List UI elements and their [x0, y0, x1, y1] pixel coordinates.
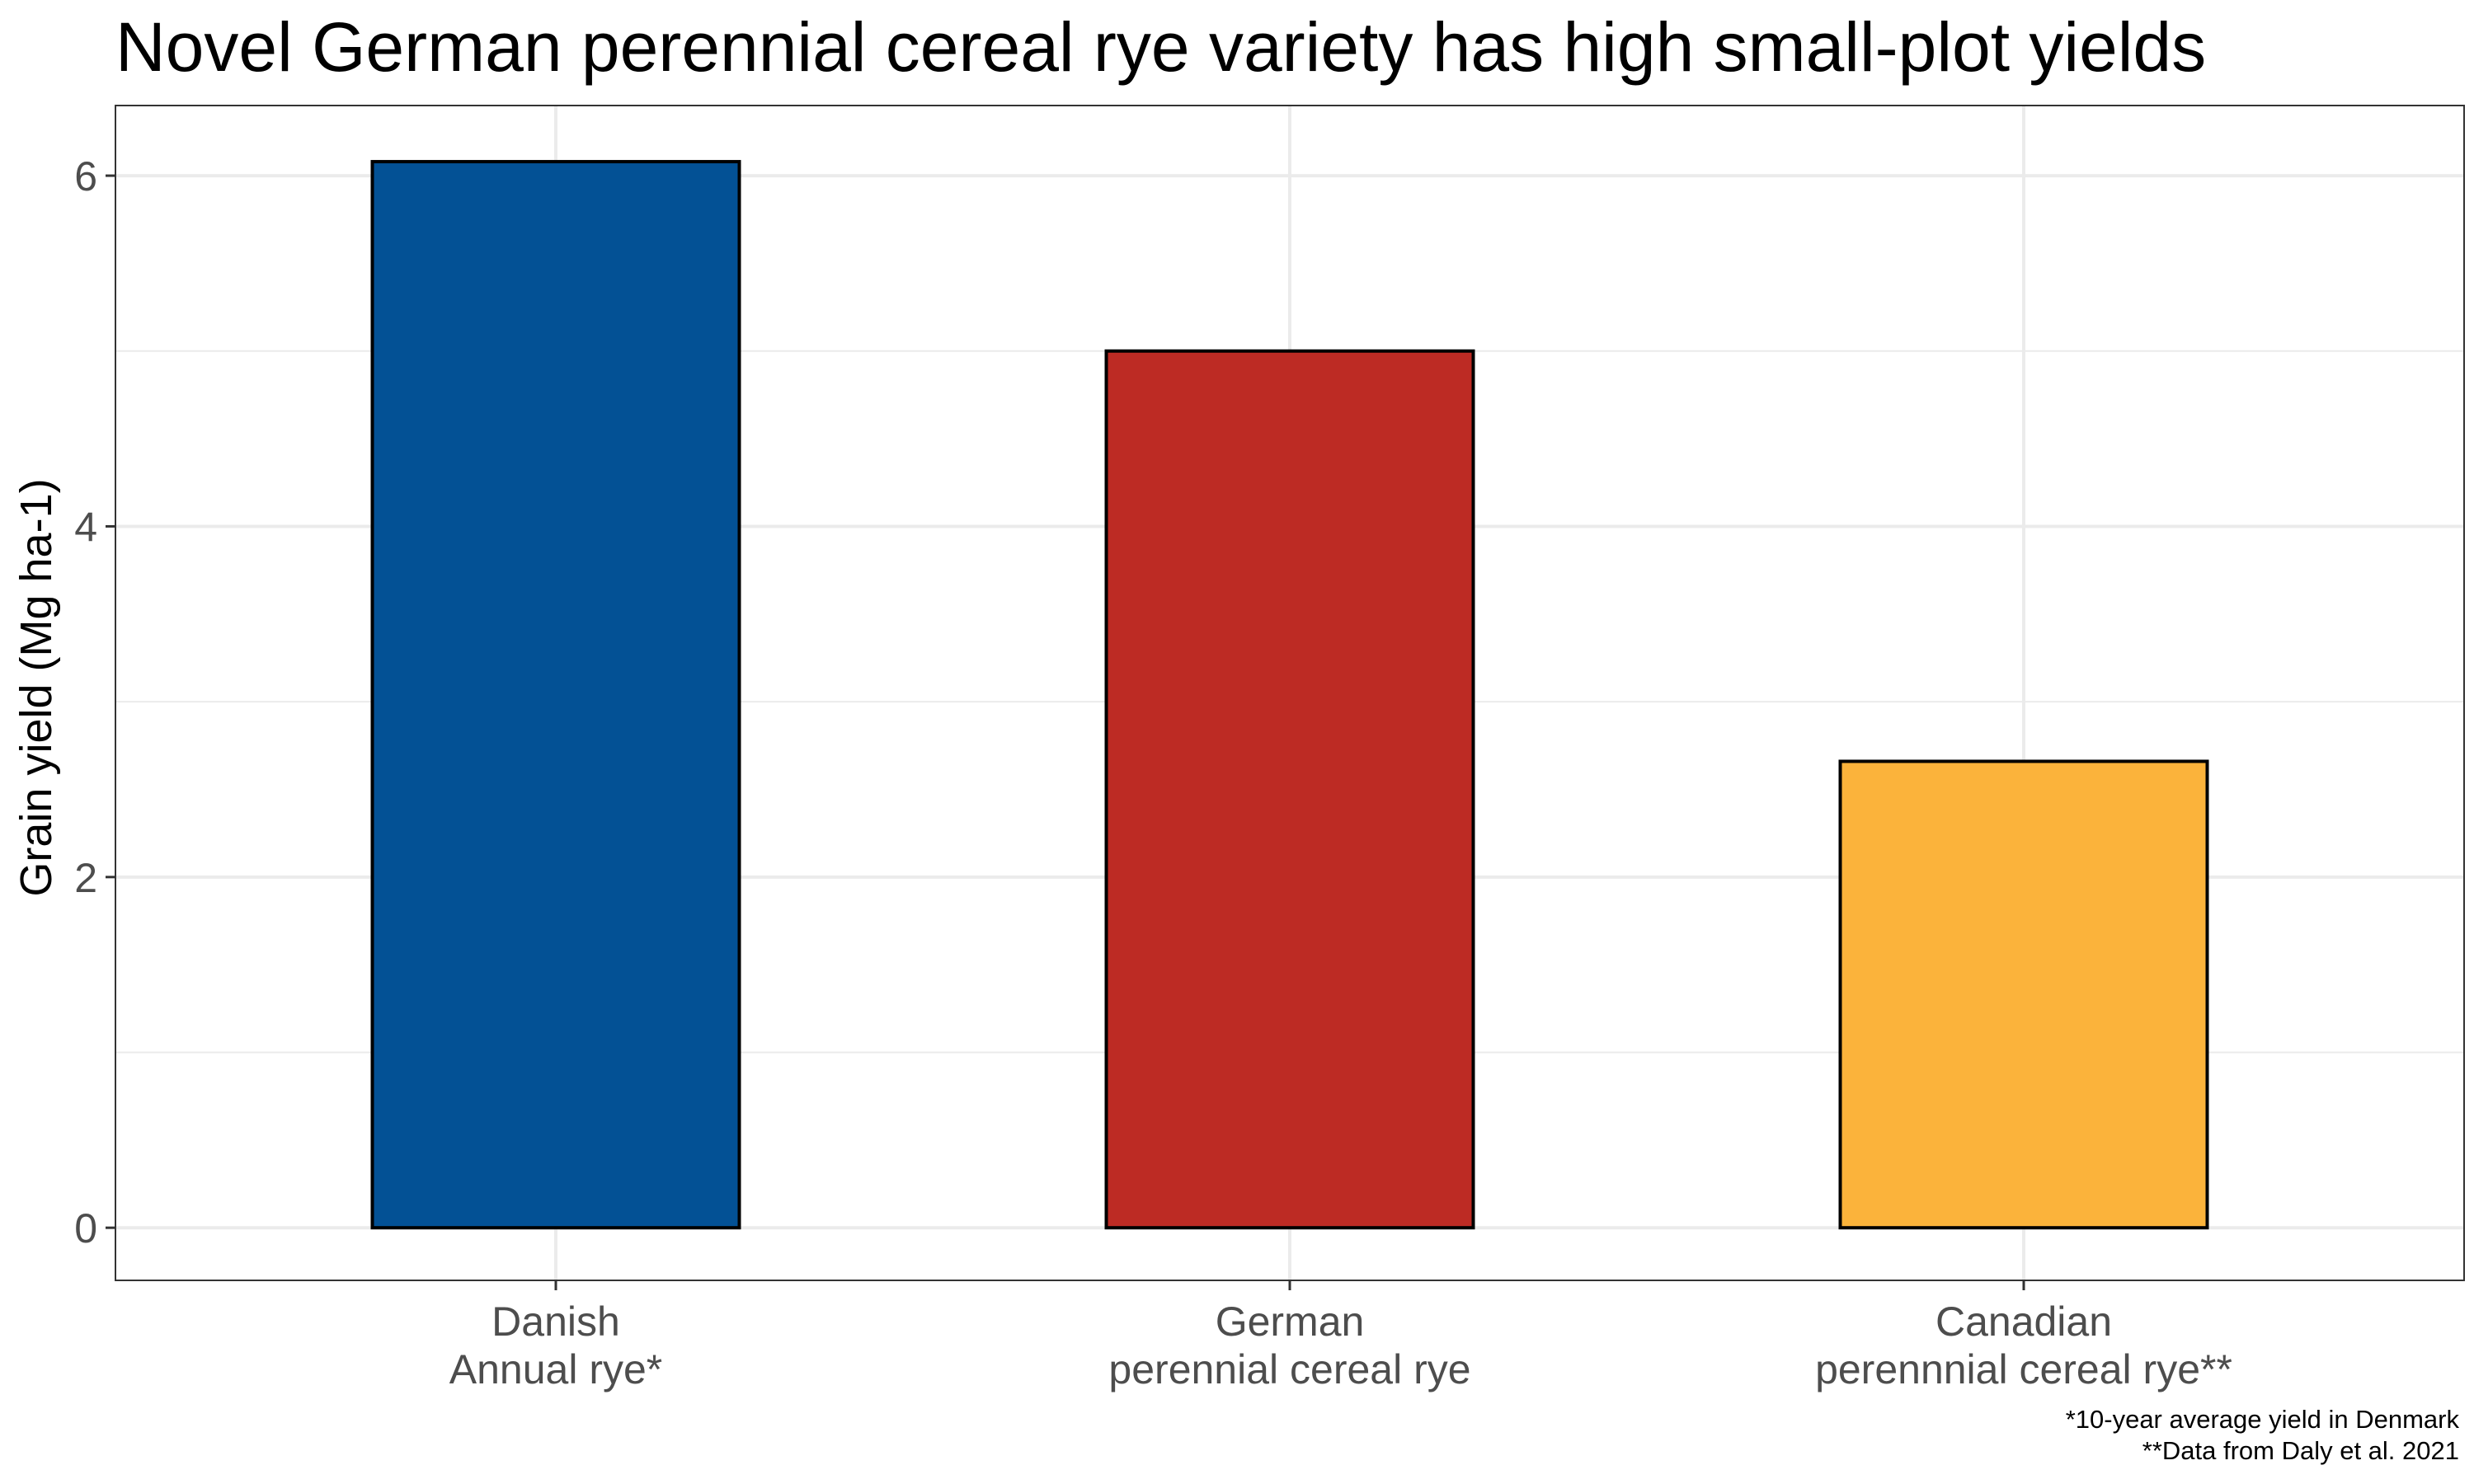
caption-line: **Data from Daly et al. 2021	[2142, 1436, 2459, 1465]
y-tick-label: 0	[74, 1205, 97, 1252]
y-axis-title: Grain yield (Mg ha-1)	[12, 478, 61, 896]
y-tick-label: 4	[74, 504, 97, 550]
bar-danish	[370, 160, 741, 1230]
x-tick-label: Danish	[492, 1298, 620, 1345]
x-tick-label: Canadian	[1935, 1298, 2112, 1345]
caption-line: *10-year average yield in Denmark	[2066, 1405, 2460, 1434]
y-tick-label: 6	[74, 153, 97, 200]
x-tick-label: perennnial cereal rye**	[1815, 1346, 2232, 1392]
caption: *10-year average yield in Denmark**Data …	[2066, 1405, 2460, 1465]
bars	[370, 160, 2209, 1230]
bar-canadian	[1838, 759, 2209, 1230]
y-axis: 0 2 4 6	[74, 153, 115, 1252]
x-tick-label: Annual rye*	[449, 1346, 663, 1392]
chart-title: Novel German perennial cereal rye variet…	[115, 8, 2206, 86]
x-tick-label: German	[1216, 1298, 1365, 1345]
plot-panel	[115, 105, 2465, 1281]
y-tick-label: 2	[74, 855, 97, 901]
x-tick-label: perennial cereal rye	[1108, 1346, 1470, 1392]
bar-german	[1104, 349, 1475, 1230]
